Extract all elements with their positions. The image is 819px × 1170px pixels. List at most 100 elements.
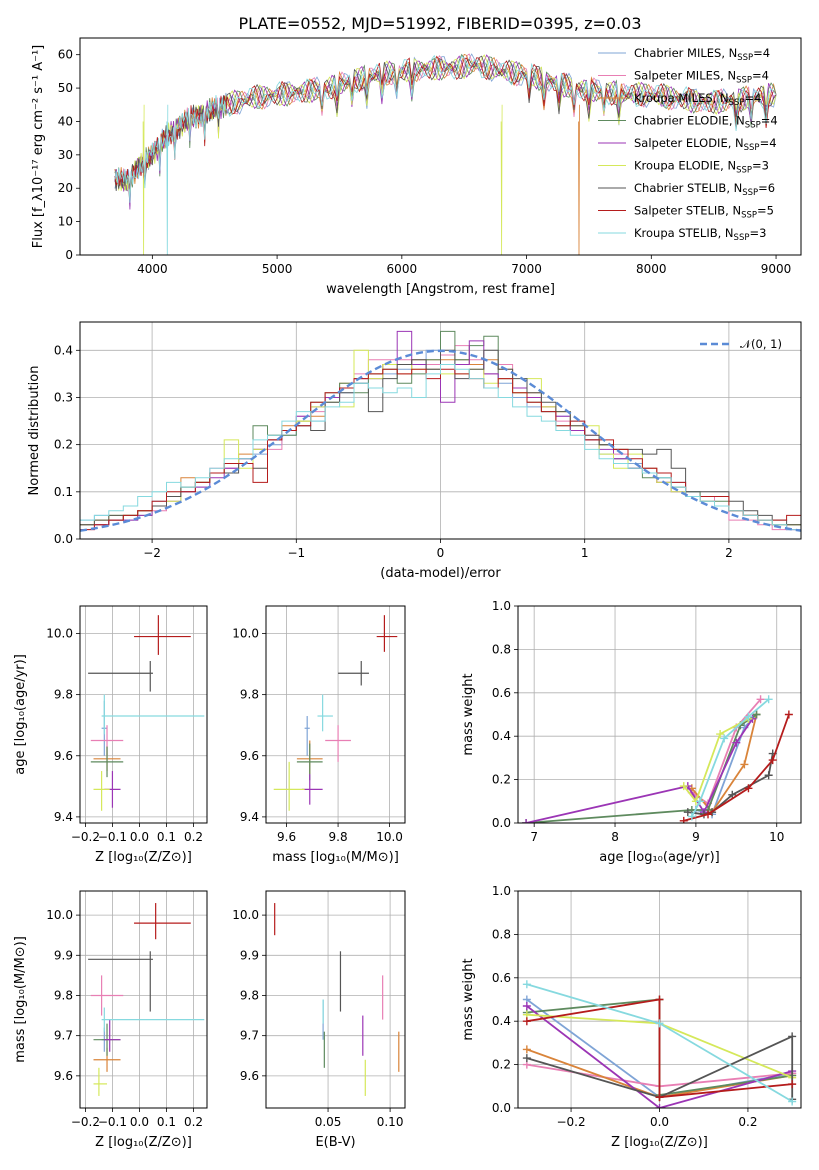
- weight-line-chabrier-elodie: [526, 713, 758, 823]
- marker-plus: [655, 1104, 664, 1108]
- legend: Chabrier MILES, NSSP=4 Salpeter MILES, NS…: [598, 46, 778, 243]
- marker-plus: [683, 808, 692, 817]
- plot-area: [274, 903, 400, 1096]
- y-tick-label: 1.0: [492, 599, 511, 613]
- x-tick-label: 9.8: [329, 830, 348, 844]
- x-axis-label: Z [log₁₀(Z/Z⊙)]: [95, 1135, 192, 1150]
- y-tick-label: 0.2: [492, 773, 511, 787]
- panel-age-vs-Z: −0.2−0.1 0.0 0.1 0.2 9.4 9.6 9.8 10.0 Z [log₁₀(Z…: [13, 605, 208, 865]
- legend-label: Kroupa ELODIE, NSSP=3: [634, 159, 769, 176]
- marker-plus: [522, 1054, 531, 1063]
- y-tick-label: 0.6: [492, 686, 511, 700]
- y-tick-label: 0.2: [54, 438, 73, 452]
- x-tick-label: 2: [725, 546, 733, 560]
- y-tick-label: 9.6: [54, 1069, 73, 1083]
- y-tick-label: 10.0: [232, 908, 259, 922]
- x-axis-label: Z [log₁₀(Z/Z⊙)]: [611, 1135, 708, 1150]
- legend-label: Chabrier MILES, NSSP=4: [634, 46, 770, 63]
- x-tick-label: 0: [437, 546, 445, 560]
- legend-label: Kroupa MILES, NSSP=4: [634, 91, 761, 108]
- legend-label: Salpeter MILES, NSSP=4: [634, 69, 769, 86]
- legend-label: Salpeter ELODIE, NSSP=4: [634, 136, 777, 153]
- legend-label: Salpeter STELIB, NSSP=5: [634, 204, 774, 221]
- marker-plus: [522, 819, 531, 823]
- y-tick-label: 9.9: [240, 948, 259, 962]
- x-tick-label: 6000: [387, 262, 418, 276]
- x-tick-label: 8: [611, 830, 619, 844]
- y-tick-label: 9.8: [54, 988, 73, 1002]
- panel-mass-vs-EBV: 0.05 0.10 9.6 9.7 9.8 9.9 10.0 E(B-V): [232, 890, 406, 1150]
- weight-line-salpeter-stelib: [526, 998, 793, 1099]
- marker-plus: [655, 995, 664, 1004]
- x-tick-label: 7000: [511, 262, 542, 276]
- y-tick-label: 10.0: [46, 627, 73, 641]
- x-axis-label: Z [log₁₀(Z/Z⊙)]: [95, 850, 192, 865]
- y-tick-label: 0: [65, 248, 73, 262]
- y-tick-label: 9.4: [54, 810, 73, 824]
- legend-label: Kroupa STELIB, NSSP=3: [634, 226, 766, 243]
- x-tick-label: −2: [143, 546, 161, 560]
- y-tick-label: 0.3: [54, 390, 73, 404]
- histogram-salpeter-stelib: [80, 368, 801, 531]
- y-tick-label: 0.2: [492, 1058, 511, 1072]
- y-tick-label: 0.0: [492, 1101, 511, 1115]
- y-axis-label: mass weight: [461, 673, 476, 755]
- x-axis-label: E(B-V): [315, 1135, 355, 1150]
- marker-plus: [756, 695, 765, 704]
- y-tick-label: 9.4: [240, 810, 259, 824]
- marker-plus: [732, 738, 741, 747]
- axes-frame: [517, 890, 802, 1109]
- y-tick-label: 0.8: [492, 642, 511, 656]
- panel-spectrum: 4000 5000 6000 7000 8000 9000 0 10 20 30 40 50 60 wav…: [31, 37, 802, 297]
- plot-area: [522, 695, 793, 823]
- y-axis-label: Normed distribution: [27, 366, 42, 496]
- spectrum-line-chabrier-stelib: [114, 55, 777, 192]
- marker-plus: [704, 810, 713, 819]
- marker-plus: [679, 782, 688, 791]
- plot-area: [88, 615, 205, 811]
- y-tick-label: 9.8: [240, 688, 259, 702]
- y-tick-label: 0.8: [492, 927, 511, 941]
- y-tick-label: 0.0: [492, 816, 511, 830]
- marker-plus: [695, 797, 704, 806]
- x-tick-label: 0.2: [184, 1115, 203, 1129]
- x-tick-label: 0.2: [184, 830, 203, 844]
- y-tick-label: 0.4: [492, 729, 511, 743]
- marker-plus: [655, 1019, 664, 1028]
- y-tick-label: 10.0: [46, 908, 73, 922]
- x-tick-label: 0.0: [130, 1115, 149, 1129]
- x-tick-label: 9: [692, 830, 700, 844]
- y-axis-label: mass weight: [461, 958, 476, 1040]
- y-tick-label: 0.4: [54, 343, 73, 357]
- y-tick-label: 50: [58, 81, 73, 95]
- marker-plus: [768, 756, 777, 765]
- marker-plus: [716, 730, 725, 739]
- marker-plus: [788, 1032, 797, 1041]
- marker-plus: [679, 816, 688, 823]
- weight-line-chabrier-stelib: [526, 1034, 794, 1100]
- axes-frame: [265, 605, 406, 824]
- plot-area: [80, 330, 801, 532]
- x-tick-label: 0.10: [377, 1115, 404, 1129]
- x-tick-label: −0.1: [98, 830, 127, 844]
- axes-frame: [517, 605, 802, 824]
- plot-area: [88, 903, 205, 1096]
- x-tick-label: 7: [530, 830, 538, 844]
- figure-title: PLATE=0552, MJD=51992, FIBERID=0395, z=0…: [238, 14, 641, 33]
- x-tick-label: 0.05: [315, 1115, 342, 1129]
- y-tick-label: 9.7: [240, 1029, 259, 1043]
- x-tick-label: 9.6: [277, 830, 296, 844]
- y-tick-label: 9.6: [240, 749, 259, 763]
- y-tick-label: 40: [58, 114, 73, 128]
- panel-age-vs-mass: 9.6 9.8 10.0 9.4 9.6 9.8 10.0 mass [log₁₀(M/M⊙)…: [232, 605, 406, 865]
- plot-area: [522, 980, 797, 1108]
- y-tick-label: 60: [58, 48, 73, 62]
- x-tick-label: 9000: [761, 262, 792, 276]
- panel-mass-weight-vs-age: 7 8 9 10 0.0 0.2 0.4 0.6 0.8 1.0 age [log₁₀(age/yr…: [461, 599, 802, 865]
- panel-residuals: −2 −1 0 1 2 0.0 0.1 0.2 0.3 0.4 𝒩(0, 1) (data-model…: [27, 321, 802, 581]
- y-tick-label: 9.7: [54, 1029, 73, 1043]
- y-tick-label: 10: [58, 215, 73, 229]
- y-tick-label: 0.6: [492, 971, 511, 985]
- marker-plus: [687, 812, 696, 821]
